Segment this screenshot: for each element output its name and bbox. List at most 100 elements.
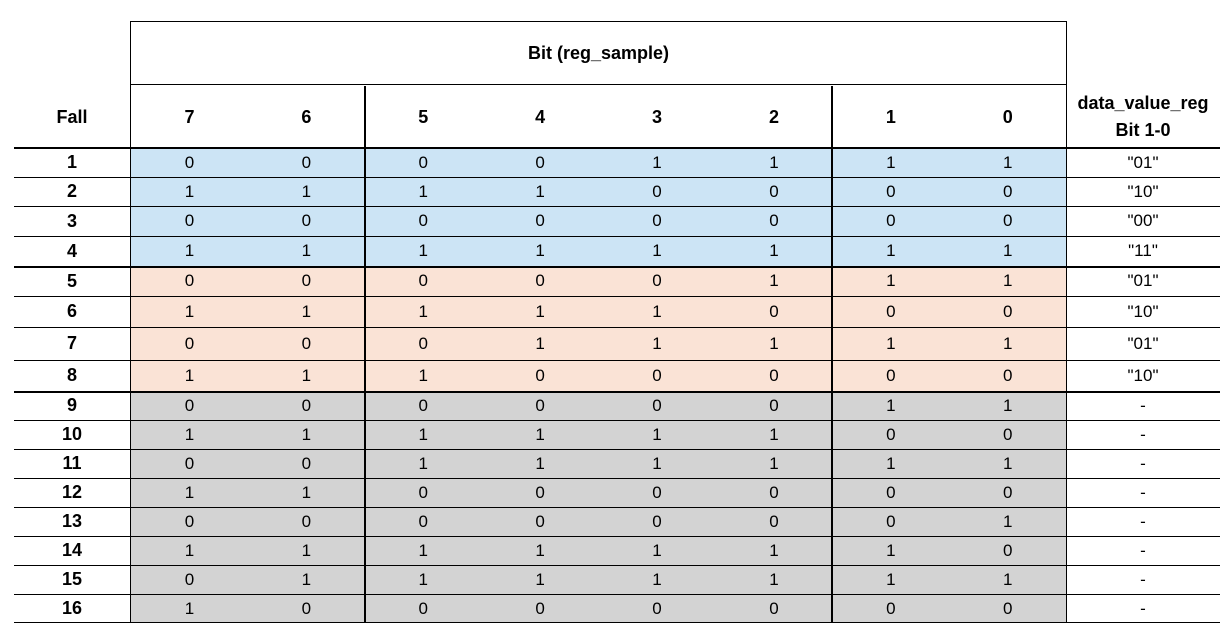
row-shading	[131, 360, 1066, 391]
bit-cell-4: 1	[535, 424, 545, 444]
fall-cell: 10	[61, 424, 83, 444]
bit-header-6: 6	[301, 106, 312, 127]
bit-cell-5: 1	[418, 241, 428, 260]
group-title-divider	[130, 84, 1067, 85]
bit-cell-0: 0	[1003, 598, 1013, 618]
bit-cell-1: 0	[886, 598, 896, 618]
fall-cell: 11	[62, 453, 82, 473]
bit-cell-4: 0	[535, 482, 545, 502]
result-cell: "01"	[1127, 271, 1159, 290]
bit-cell-0: 1	[1003, 569, 1013, 589]
bit-header-1: 1	[885, 106, 896, 127]
bit-cell-5: 1	[418, 453, 428, 473]
bit-cell-1: 1	[886, 271, 896, 290]
bit-cell-2: 1	[769, 424, 779, 444]
bit-header-0: 0	[1002, 106, 1013, 127]
row-shading	[131, 148, 1066, 177]
bit-group-separator	[831, 86, 834, 623]
row-divider	[14, 449, 1220, 450]
bit-cell-3: 1	[652, 301, 662, 321]
bit-cell-1: 0	[886, 301, 896, 321]
bit-cell-1: 0	[886, 365, 896, 385]
bit-cell-0: 1	[1003, 271, 1013, 290]
result-header: data_value_reg Bit 1-0	[1066, 86, 1220, 148]
bit-cell-2: 0	[769, 181, 779, 201]
row-divider	[14, 594, 1220, 595]
bit-cell-5: 1	[418, 301, 428, 321]
result-cell: -	[1140, 598, 1146, 618]
row-shading	[131, 177, 1066, 206]
bit-header-2: 2	[768, 106, 779, 127]
bit-cell-5: 1	[418, 569, 428, 589]
bit-cell-2: 1	[769, 152, 779, 172]
bit-cell-4: 1	[535, 181, 545, 201]
result-cell: -	[1140, 424, 1146, 444]
fall-cell: 3	[66, 210, 77, 231]
bit-cell-2: 1	[769, 241, 779, 260]
result-header-line1: data_value_reg	[1077, 93, 1209, 113]
bit-cell-1: 0	[886, 181, 896, 201]
bit-cell-0: 1	[1003, 241, 1013, 260]
fall-cell: 6	[66, 301, 77, 321]
result-cell: "10"	[1127, 181, 1159, 201]
result-header-line2: Bit 1-0	[1115, 120, 1171, 140]
fall-cell: 13	[61, 511, 83, 531]
bit-cell-2: 0	[769, 482, 779, 502]
row-shading	[131, 296, 1066, 327]
bit-cell-6: 0	[301, 395, 312, 415]
bit-cell-5: 1	[418, 424, 428, 444]
bit-cell-6: 0	[301, 211, 312, 230]
bit-cell-7: 1	[184, 301, 195, 321]
bit-cell-2: 1	[769, 569, 779, 589]
header-bottom-border	[14, 147, 1220, 149]
header-top-border	[130, 21, 1067, 22]
bit-cell-3: 0	[652, 598, 662, 618]
group-header: Bit (reg_sample)	[527, 42, 670, 63]
bit-cell-5: 0	[418, 482, 428, 502]
bit-cell-4: 0	[535, 598, 545, 618]
bit-cell-5: 1	[418, 540, 428, 560]
fall-cell: 1	[66, 152, 77, 172]
row-divider	[14, 478, 1220, 479]
row-shading	[131, 420, 1066, 449]
bit-cell-6: 0	[301, 511, 312, 531]
fall-cell: 4	[66, 240, 77, 261]
bit-cell-1: 1	[886, 333, 896, 353]
bit-cell-0: 0	[1003, 482, 1013, 502]
result-cell: "01"	[1127, 152, 1159, 172]
bit-cell-7: 1	[184, 424, 195, 444]
row-shading	[131, 594, 1066, 623]
bit-cell-0: 0	[1003, 301, 1013, 321]
bit-cell-3: 0	[652, 395, 662, 415]
bit-cell-5: 0	[418, 598, 428, 618]
bit-cell-7: 0	[184, 395, 195, 415]
bit-cell-6: 0	[301, 333, 312, 353]
fall-cell: 5	[66, 270, 77, 291]
bit-cell-3: 0	[652, 511, 662, 531]
bit-cell-6: 0	[301, 453, 312, 473]
row-divider	[14, 536, 1220, 537]
bit-cell-6: 1	[301, 241, 312, 260]
bit-cell-6: 1	[301, 569, 312, 589]
bit-cell-3: 1	[652, 569, 662, 589]
bit-cell-5: 0	[418, 211, 428, 230]
bit-cell-1: 0	[886, 424, 896, 444]
result-cell: -	[1140, 395, 1146, 415]
bit-cell-3: 0	[652, 482, 662, 502]
bit-cell-0: 1	[1003, 395, 1013, 415]
fall-cell: 16	[61, 598, 83, 618]
bit-cell-2: 0	[769, 211, 779, 230]
bit-cell-3: 1	[652, 152, 662, 172]
bit-cell-5: 1	[418, 365, 428, 385]
bit-cell-4: 0	[535, 511, 545, 531]
row-shading	[131, 478, 1066, 507]
bit-cell-3: 0	[652, 365, 662, 385]
row-divider	[14, 565, 1220, 566]
bit-cell-3: 1	[652, 453, 662, 473]
fall-cell: 8	[66, 365, 77, 385]
bit-cell-4: 1	[535, 301, 545, 321]
row-shading	[131, 236, 1066, 266]
bit-cell-2: 1	[769, 333, 779, 353]
bit-cell-6: 1	[301, 181, 312, 201]
